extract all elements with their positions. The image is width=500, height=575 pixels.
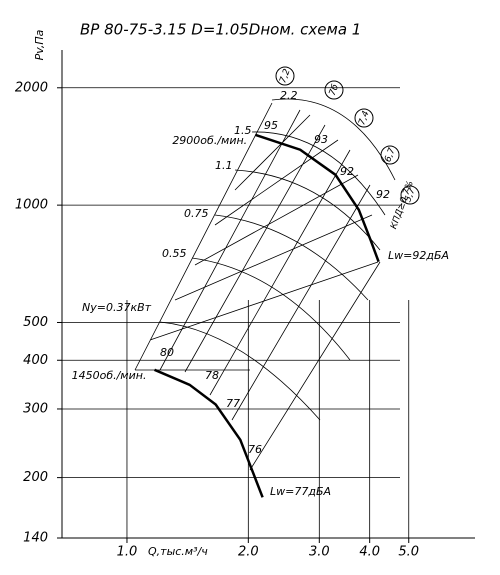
efficiency-label: 77 bbox=[226, 397, 240, 410]
x-tick-label: 2.0 bbox=[238, 545, 259, 560]
circle-marker bbox=[380, 145, 400, 165]
system-rays bbox=[134, 102, 381, 471]
y-tick-label: 400 bbox=[23, 353, 48, 368]
curve-label: 1450об./мин. bbox=[72, 369, 147, 382]
power-label: 2.2 bbox=[280, 89, 298, 102]
y-tick-label: 300 bbox=[23, 401, 48, 416]
y-tick-label: 200 bbox=[23, 470, 48, 485]
x-tick-label: 4.0 bbox=[359, 545, 380, 560]
efficiency-label: 92 bbox=[340, 165, 354, 178]
chart-title: ВР 80-75-3.15 D=1.05Dном. схема 1 bbox=[80, 21, 361, 39]
circle-marker bbox=[354, 108, 374, 128]
circle-marker bbox=[275, 66, 295, 86]
x-axis-label: Q,тыс.м³/ч bbox=[148, 545, 208, 558]
y-tick-label: 2000 bbox=[15, 80, 48, 95]
noise-label: Lw=92дБА bbox=[388, 249, 449, 262]
y-tick-label: 500 bbox=[23, 315, 48, 330]
circle-label: 7б bbox=[328, 83, 341, 97]
noise-label: Lw=77дБА bbox=[270, 485, 331, 498]
circle-label: 6,7 bbox=[383, 146, 397, 163]
x-tick-label: 5.0 bbox=[398, 545, 419, 560]
circle-label: 7,4 bbox=[357, 109, 371, 126]
fan-curve bbox=[254, 133, 380, 263]
efficiency-label: 76 bbox=[248, 443, 262, 456]
fan-curve bbox=[154, 368, 264, 498]
power-label: 0.55 bbox=[162, 247, 187, 260]
power-arcs bbox=[159, 98, 396, 421]
power-label: 1.5 bbox=[234, 124, 252, 137]
power-label: Ny=0.37кВт bbox=[82, 301, 152, 314]
x-tick-label: 3.0 bbox=[309, 545, 330, 560]
power-label: 1.1 bbox=[215, 159, 233, 172]
y-tick-label: 140 bbox=[23, 531, 48, 546]
power-label: 0.75 bbox=[184, 207, 209, 220]
efficiency-label: 95 bbox=[264, 119, 278, 132]
y-tick-label: 1000 bbox=[15, 198, 48, 213]
circle-label: 7,2 bbox=[278, 67, 292, 84]
efficiency-label: 80 bbox=[160, 346, 174, 359]
efficiency-label: 92 bbox=[376, 188, 390, 201]
efficiency-label: 78 bbox=[205, 369, 219, 382]
x-tick-label: 1.0 bbox=[117, 545, 138, 560]
efficiency-label: 93 bbox=[314, 133, 328, 146]
circle-label: 5,7 bbox=[403, 186, 417, 203]
curve-label: 2900об./мин. bbox=[172, 134, 247, 147]
y-axis-label: Pv,Па bbox=[33, 29, 46, 60]
circle-marker bbox=[400, 185, 420, 205]
circle-marker bbox=[324, 80, 344, 100]
